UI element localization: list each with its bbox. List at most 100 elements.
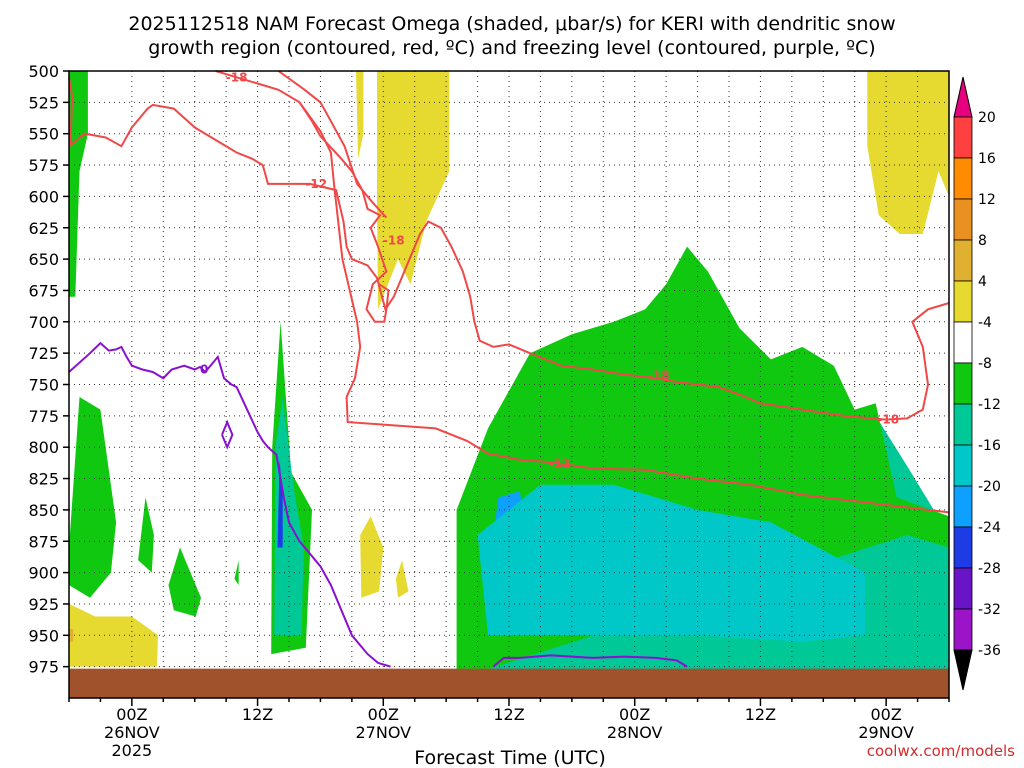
x-tick-label: 00Z — [870, 705, 901, 724]
colorbar-label: 4 — [978, 274, 987, 290]
colorbar-label: -4 — [978, 315, 992, 331]
contour-label: -18 — [226, 70, 248, 84]
colorbar-segment — [953, 198, 973, 241]
contour-label: -12 — [548, 457, 570, 471]
colorbar-segment — [953, 567, 973, 610]
omega-shading — [69, 71, 949, 680]
colorbar-top-arrow — [953, 76, 973, 118]
y-tick-label: 975 — [28, 658, 59, 677]
colorbar-segment — [953, 526, 973, 569]
omega-region-downward-mid-small — [360, 516, 384, 598]
colorbar-label: 16 — [978, 151, 996, 167]
y-tick-label: 750 — [28, 376, 59, 395]
colorbar-label: 8 — [978, 233, 987, 249]
y-tick-label: 950 — [28, 626, 59, 645]
x-tick-label: 29NOV — [858, 723, 914, 742]
omega-region-downward-top-left — [356, 71, 364, 159]
x-tick-label: 28NOV — [607, 723, 663, 742]
omega-region-upward-16-center3 — [477, 484, 866, 642]
y-tick-label: 625 — [28, 219, 59, 238]
terrain — [69, 668, 949, 698]
colorbar: 20 16 12 8 4 -4 -8 -12 -16 -20 -24 -28 -32 -36 — [953, 76, 1001, 691]
colorbar-label: 12 — [978, 192, 996, 208]
freezing-level-contour-east — [492, 654, 688, 668]
omega-region-downward-bottom-left — [69, 603, 158, 667]
y-tick-label: 575 — [28, 156, 59, 175]
omega-region-upward-west-strip — [69, 71, 88, 297]
x-tick-label: 12Z — [242, 705, 273, 724]
y-tick-label: 675 — [28, 281, 59, 300]
contour-label: -12 — [305, 177, 327, 191]
colorbar-segment — [953, 157, 973, 200]
y-tick-label: 800 — [28, 438, 59, 457]
y-tick-label: 775 — [28, 407, 59, 426]
colorbar-segment — [953, 362, 973, 405]
omega-region-upward-west-patch3 — [168, 547, 201, 617]
colorbar-segment — [953, 608, 973, 651]
contour-label: -18 — [383, 233, 405, 247]
x-tick-label: 00Z — [619, 705, 650, 724]
x-tick-label: 26NOV — [104, 723, 160, 742]
temperature-contours: -18 -18 -18 -18 -12 -12 0 — [68, 70, 950, 668]
y-tick-label: 600 — [28, 187, 59, 206]
plot-area: -18 -18 -18 -18 -12 -12 0 — [68, 70, 950, 699]
colorbar-segment — [953, 239, 973, 282]
y-tick-label: 850 — [28, 501, 59, 520]
contour-label: -18 — [877, 413, 899, 427]
colorbar-segment — [953, 116, 973, 159]
y-axis: 500 525 550 575 600 625 650 675 700 725 750 775 800 8… — [28, 62, 69, 677]
y-tick-label: 550 — [28, 125, 59, 144]
chart-title-line1: 2025112518 NAM Forecast Omega (shaded, μ… — [128, 13, 895, 35]
omega-region-downward-bottom-left-orange — [69, 629, 74, 642]
x-tick-label: 00Z — [116, 705, 147, 724]
credit: coolwx.com/models — [867, 742, 1015, 760]
dgz-contour-minus18-west — [277, 70, 388, 219]
y-tick-label: 525 — [28, 93, 59, 112]
colorbar-segment — [953, 321, 973, 364]
colorbar-label: -8 — [978, 356, 992, 372]
contour-label: -18 — [648, 369, 670, 383]
colorbar-segment — [953, 403, 973, 446]
y-tick-label: 650 — [28, 250, 59, 269]
y-tick-label: 500 — [28, 62, 59, 81]
dgz-contour-minus12 — [298, 101, 950, 514]
y-tick-label: 875 — [28, 532, 59, 551]
colorbar-bottom-arrow — [953, 649, 973, 691]
colorbar-label: -32 — [978, 602, 1001, 618]
colorbar-label: -20 — [978, 479, 1001, 495]
dgz-contour-minus18 — [68, 103, 950, 421]
y-tick-label: 900 — [28, 564, 59, 583]
colorbar-label: -36 — [978, 643, 1001, 659]
contour-label: 0 — [200, 362, 208, 376]
dgz-contour-west-edge — [68, 77, 74, 147]
omega-region-downward-top-right — [867, 71, 949, 234]
y-tick-label: 700 — [28, 313, 59, 332]
dgz-contour-minus18-upper — [215, 70, 390, 323]
y-tick-label: 925 — [28, 595, 59, 614]
colorbar-label: -12 — [978, 397, 1001, 413]
x-tick-label: 2025 — [111, 741, 152, 760]
freezing-level-contour — [68, 341, 391, 668]
x-tick-label: 27NOV — [355, 723, 411, 742]
colorbar-label: 20 — [978, 110, 996, 126]
y-tick-label: 725 — [28, 344, 59, 363]
y-tick-label: 825 — [28, 470, 59, 489]
colorbar-segment — [953, 485, 973, 528]
colorbar-label: -16 — [978, 438, 1001, 454]
freezing-level-loop — [221, 419, 234, 450]
omega-region-upward-west-patch2 — [138, 497, 154, 573]
x-tick-label: 12Z — [745, 705, 776, 724]
x-tick-label: 00Z — [368, 705, 399, 724]
x-axis-label: Forecast Time (UTC) — [414, 747, 605, 768]
x-tick-label: 12Z — [493, 705, 524, 724]
colorbar-label: -24 — [978, 520, 1001, 536]
colorbar-label: -28 — [978, 561, 1001, 577]
omega-region-downward-top-mid — [377, 71, 450, 310]
omega-region-downward-mid-small2 — [395, 560, 409, 598]
colorbar-segment — [953, 280, 973, 323]
omega-region-upward-west-patch4 — [234, 560, 239, 586]
colorbar-segment — [953, 444, 973, 487]
chart-title-line2: growth region (contoured, red, ºC) and f… — [148, 37, 875, 59]
